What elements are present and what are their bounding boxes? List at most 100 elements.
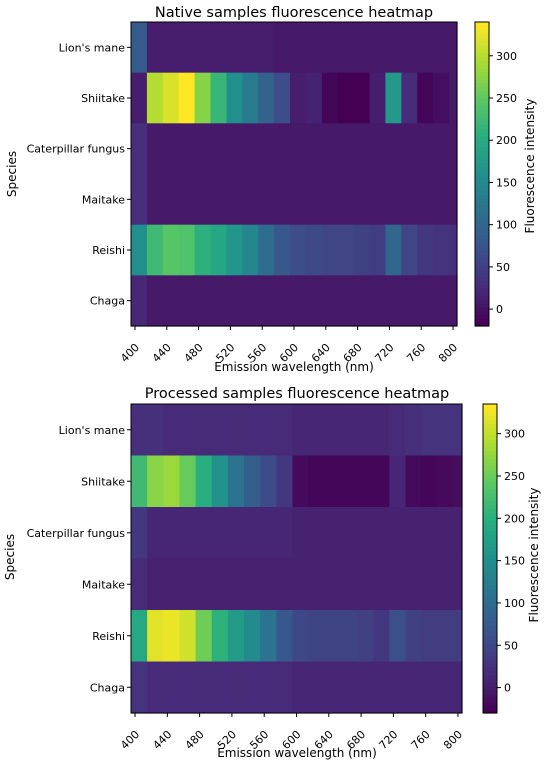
heatmap-cell <box>433 174 442 226</box>
colorbar-segment <box>483 438 497 444</box>
heatmap-cell <box>305 22 315 74</box>
colorbar-segment <box>483 404 497 409</box>
heatmap-cell <box>170 224 180 276</box>
heatmap-cell <box>417 224 426 276</box>
colorbar-segment <box>475 143 489 148</box>
colorbar-segment <box>475 113 489 118</box>
colorbar-segment <box>475 291 489 297</box>
heatmap-cell <box>138 123 148 175</box>
heatmap-cell <box>433 275 442 327</box>
heatmap-cell <box>401 174 410 226</box>
heatmap-cell <box>385 275 394 327</box>
heatmap-cell <box>449 224 458 276</box>
colorbar-segment <box>475 155 489 160</box>
heatmap-cell <box>397 610 407 663</box>
heatmap-cell <box>195 558 205 611</box>
heatmap-cell <box>340 404 350 457</box>
heatmap-cell <box>202 123 212 175</box>
heatmap-cell <box>316 404 326 457</box>
heatmap-cell <box>234 174 243 226</box>
heatmap-cell <box>210 275 220 327</box>
colorbar-segment <box>475 310 489 316</box>
heatmap-cell <box>429 455 439 508</box>
heatmap-cell <box>292 507 302 560</box>
heatmap-cell <box>138 224 148 276</box>
heatmap-cell <box>155 404 164 457</box>
heatmap-cell <box>268 558 277 611</box>
heatmap-cell <box>445 455 455 508</box>
colorbar-segment <box>483 546 497 552</box>
heatmap-cell <box>242 123 251 175</box>
heatmap-cell <box>274 72 283 124</box>
heatmap-cell <box>369 72 379 124</box>
heatmap-cell <box>268 404 277 457</box>
heatmap-cell <box>373 558 382 611</box>
y-tick-label: Shiitake <box>81 475 125 488</box>
heatmap-cell <box>163 404 172 457</box>
heatmap-cell <box>381 661 390 714</box>
colorbar-segment <box>475 174 489 179</box>
heatmap-cell <box>308 507 318 560</box>
heatmap-cell <box>297 224 307 276</box>
heatmap-cell <box>187 558 197 611</box>
y-tick-label: Reishi <box>92 244 125 257</box>
heatmap-cell <box>284 507 294 560</box>
colorbar-segment <box>475 90 489 95</box>
heatmap-cell <box>234 275 243 327</box>
heatmap-cell <box>413 404 423 457</box>
colorbar-tick-label: 300 <box>496 50 517 63</box>
colorbar-segment <box>483 496 497 502</box>
colorbar-tick-label: 250 <box>496 92 517 105</box>
heatmap-cell <box>429 507 439 560</box>
heatmap-cell <box>274 224 283 276</box>
heatmap-cell <box>266 174 275 226</box>
heatmap-cell <box>313 224 323 276</box>
heatmap-cell <box>276 404 285 457</box>
colorbar-segment <box>475 189 489 194</box>
heatmap-cell <box>250 123 259 175</box>
heatmap-cell <box>313 72 323 124</box>
heatmap-cell <box>353 174 363 226</box>
colorbar: 0 50 100 150 200 250 300 <box>474 21 517 327</box>
colorbar-segment <box>475 212 489 217</box>
heatmap-cell <box>321 22 331 74</box>
colorbar-segment <box>483 473 497 478</box>
heatmap-cell <box>324 610 334 663</box>
heatmap-cell <box>179 404 189 457</box>
colorbar-segment <box>475 158 489 164</box>
colorbar-segment <box>475 234 489 240</box>
heatmap-cell <box>260 455 269 508</box>
heatmap-cell <box>268 455 277 508</box>
heatmap-cell <box>178 275 188 327</box>
colorbar-segment <box>483 620 497 625</box>
colorbar-segment <box>483 543 497 548</box>
y-tick-label: Reishi <box>92 630 125 643</box>
colorbar-segment <box>475 238 489 243</box>
colorbar-segment <box>475 86 489 91</box>
heatmap-cell <box>139 507 148 560</box>
heatmap-cell <box>147 404 156 457</box>
processed-heatmap-chart: Processed samples fluorescence heatmap L… <box>3 386 541 760</box>
colorbar-segment <box>475 250 489 255</box>
heatmap-cell <box>441 275 450 327</box>
heatmap-cell <box>195 404 205 457</box>
heatmap-cell <box>171 507 181 560</box>
heatmap-cell <box>361 123 371 175</box>
heatmap-cell <box>329 123 339 175</box>
heatmap-cell <box>250 22 259 74</box>
heatmap-cell <box>284 404 294 457</box>
heatmap-cell <box>369 174 379 226</box>
heatmap-cell <box>445 404 455 457</box>
colorbar-segment <box>475 246 489 251</box>
heatmap-cell <box>131 661 140 714</box>
heatmap-cell <box>329 22 339 74</box>
y-tick-label: Shiitake <box>81 92 125 105</box>
heatmap-cell <box>365 610 374 663</box>
heatmap-cell <box>437 455 447 508</box>
heatmap-cell <box>409 275 418 327</box>
colorbar-segment <box>475 98 489 103</box>
heatmap-cell <box>453 558 463 611</box>
heatmap-cell <box>337 174 347 226</box>
heatmap-cell <box>300 661 310 714</box>
colorbar-segment <box>475 307 489 312</box>
